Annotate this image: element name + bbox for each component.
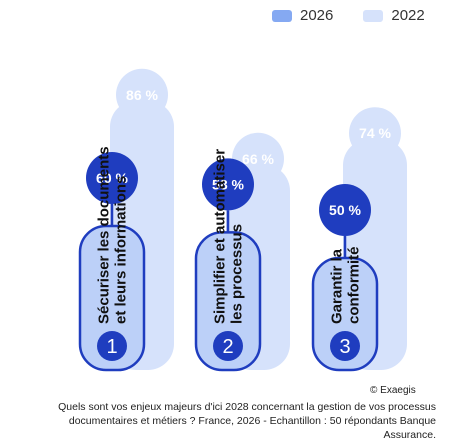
legend-item-2022: 2022 xyxy=(363,7,425,24)
value-label-2022-1: 86 % xyxy=(126,87,158,103)
number-label-1: 1 xyxy=(106,336,117,358)
value-label-2026-2: 58 % xyxy=(212,176,244,192)
legend-label-2022: 2022 xyxy=(391,7,425,24)
category-label-line: Sécuriser les documents xyxy=(96,146,113,324)
category-label-line: les processus xyxy=(229,224,246,324)
bubble-2026-2 xyxy=(202,158,254,211)
legend-swatch-2022 xyxy=(363,9,384,22)
chart: 86 % 60 % 1 Sécuriser les documents et leurs… xyxy=(78,68,407,372)
category-label-line: Garantir la xyxy=(329,248,346,324)
legend-swatch-2026 xyxy=(272,9,292,22)
number-label-3: 3 xyxy=(339,336,350,358)
legend-label-2026: 2026 xyxy=(300,7,334,24)
bar-2026-2 xyxy=(194,231,262,372)
copyright: © Exaegis xyxy=(370,385,416,396)
value-label-2026-3: 50 % xyxy=(329,202,361,218)
category-label-3: Garantir la conformité xyxy=(329,246,363,324)
bar-2026-3 xyxy=(311,256,379,372)
bubble-2026-1 xyxy=(86,152,138,204)
category-label-line: conformité xyxy=(346,246,363,324)
legend-item-2026: 2026 xyxy=(272,7,333,24)
value-label-2022-2: 66 % xyxy=(242,151,274,167)
footnote: Quels sont vos enjeux majeurs d'ici 2028… xyxy=(58,401,436,442)
number-circle-2 xyxy=(213,331,243,361)
bubble-2022-3 xyxy=(349,107,401,160)
category-label-2: Simplifier et automatiser les processus xyxy=(212,149,246,324)
value-label-2026-1: 60 % xyxy=(96,170,128,186)
number-label-2: 2 xyxy=(222,336,233,358)
legend: 2026 2022 xyxy=(272,7,425,24)
category-label-line: et leurs informations xyxy=(113,176,130,324)
number-circle-3 xyxy=(330,331,360,361)
value-label-2022-3: 74 % xyxy=(359,125,391,141)
category-label-1: Sécuriser les documents et leurs informat… xyxy=(96,146,130,324)
number-circle-1 xyxy=(97,331,127,361)
bubble-2022-1 xyxy=(116,68,168,121)
bar-2026-1 xyxy=(78,224,146,372)
category-label-line: Simplifier et automatiser xyxy=(212,149,229,324)
bubble-2026-3 xyxy=(319,184,371,236)
